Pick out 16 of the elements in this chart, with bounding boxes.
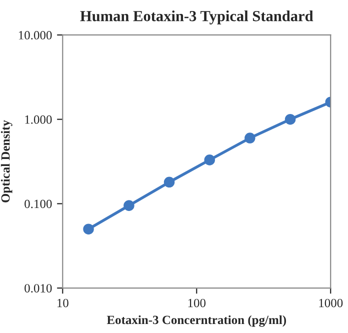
point xyxy=(204,154,215,166)
x-tick-label: 100 xyxy=(188,298,206,308)
chart-title: Human Eotaxin-3 Typical Standard xyxy=(80,10,314,24)
point xyxy=(284,114,296,125)
y-tick-label: 0.100 xyxy=(24,200,52,208)
point xyxy=(244,132,256,144)
point xyxy=(164,176,175,188)
y-tick-label: 10.000 xyxy=(18,30,52,40)
x-tick-label: 1000 xyxy=(319,298,343,308)
y-tick-label: 0.010 xyxy=(24,284,52,293)
point xyxy=(83,224,94,234)
y-axis-title: Optical Density xyxy=(0,120,12,202)
x-axis-title: Eotaxin-3 Concerntration (pg/ml) xyxy=(106,315,286,327)
y-tick-label: 1.000 xyxy=(25,115,52,124)
point xyxy=(124,200,134,211)
x-tick-label: 10 xyxy=(57,298,68,308)
